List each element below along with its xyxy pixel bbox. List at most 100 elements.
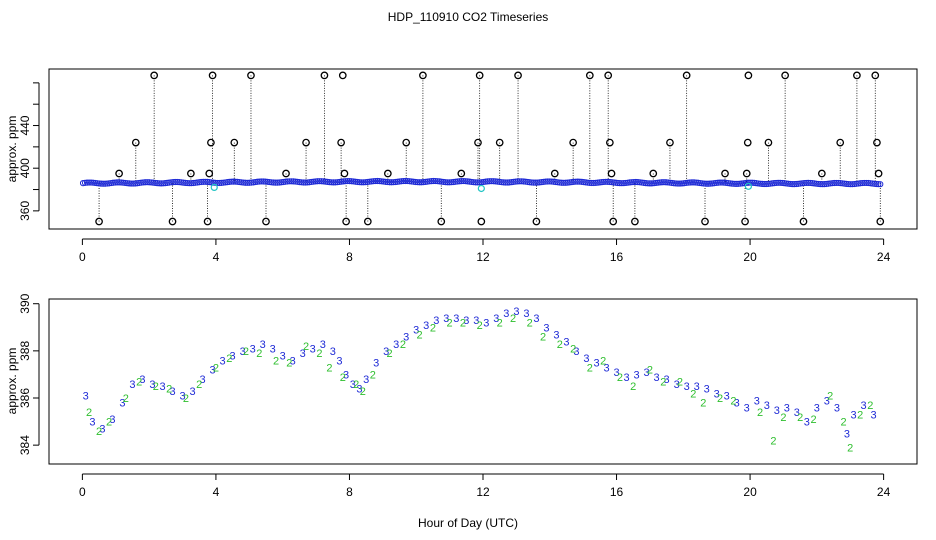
series-2-point: 2: [226, 353, 232, 365]
series-3-point: 3: [373, 358, 379, 370]
outlier-point: [230, 138, 239, 147]
series-3-point: 3: [513, 306, 519, 318]
baseline-point: [486, 178, 493, 185]
series-2-point: 2: [123, 393, 129, 405]
x-tick-label: 4: [213, 250, 220, 264]
baseline-point: [771, 180, 778, 187]
baseline-point: [262, 178, 269, 185]
baseline-point: [432, 177, 439, 185]
baseline-point: [444, 179, 451, 186]
baseline-point: [218, 179, 225, 186]
series-3-point: 3: [824, 395, 830, 407]
series-3-point: 3: [119, 398, 125, 410]
baseline-point: [318, 178, 325, 185]
baseline-point: [140, 179, 147, 186]
baseline-point: [198, 178, 205, 186]
series-3-point: 3: [473, 315, 479, 327]
outlier-point: [514, 71, 522, 80]
baseline-point: [859, 179, 866, 187]
series-2-point: 2: [770, 435, 776, 447]
baseline-point: [526, 179, 533, 186]
baseline-point: [146, 179, 153, 186]
series-2-point: 2: [557, 339, 563, 351]
baseline-point: [268, 179, 275, 186]
baseline-point: [775, 179, 782, 186]
baseline-point: [376, 178, 383, 185]
baseline-point: [787, 180, 794, 188]
baseline-point: [676, 180, 684, 187]
baseline-point: [670, 180, 678, 187]
baseline-point: [256, 178, 263, 185]
series-2-point: 2: [587, 362, 593, 374]
baseline-point: [346, 177, 353, 185]
baseline-point: [506, 179, 513, 186]
baseline-point: [829, 180, 836, 187]
baseline-point: [446, 179, 453, 186]
series-2-point: 2: [677, 377, 683, 389]
baseline-point: [426, 178, 433, 185]
series-3-point: 3: [603, 362, 609, 374]
baseline-point: [672, 180, 680, 187]
baseline-point: [414, 179, 421, 186]
baseline-point: [728, 180, 736, 187]
baseline-point: [584, 179, 591, 186]
series-3-point: 3: [443, 313, 449, 325]
baseline-point: [484, 178, 491, 185]
series-3-point: 3: [363, 374, 369, 386]
outlier-point: [282, 169, 290, 178]
outlier-point: [437, 217, 446, 226]
outlier-point: [649, 169, 658, 178]
series-3-point: 3: [744, 402, 750, 414]
series-3-point: 3: [724, 391, 730, 403]
outlier-point: [721, 169, 729, 178]
series-2-point: 2: [570, 344, 576, 356]
baseline-point: [620, 180, 627, 187]
baseline-point: [186, 180, 193, 187]
series-2-point: 2: [273, 355, 279, 367]
outlier-point: [853, 71, 861, 80]
series-2-point: 2: [256, 348, 262, 360]
series-2-point: 2: [386, 348, 392, 360]
baseline-point: [204, 178, 211, 186]
baseline-point: [418, 179, 425, 186]
baseline-point: [773, 179, 780, 187]
baseline-point: [642, 180, 650, 187]
series-2-point: 2: [303, 341, 309, 353]
baseline-point: [748, 179, 756, 186]
baseline-point: [128, 180, 135, 187]
series-3-point: 3: [343, 369, 349, 381]
baseline-point: [116, 179, 123, 186]
series-3-point: 3: [553, 329, 559, 341]
series-3-point: 3: [159, 381, 165, 393]
series-2-point: 2: [630, 381, 636, 393]
baseline-point: [83, 179, 91, 186]
series-2-point: 2: [460, 318, 466, 330]
outlier-point: [187, 169, 195, 178]
baseline-point: [430, 177, 437, 185]
baseline-point: [712, 179, 720, 187]
series-3-point: 3: [270, 344, 276, 356]
baseline-point: [230, 178, 237, 185]
baseline-point: [126, 180, 133, 187]
series-3-point: 3: [300, 348, 306, 360]
series-3-point: 3: [240, 346, 246, 358]
baseline-point: [833, 179, 840, 187]
outlier-point: [495, 138, 504, 147]
baseline-point: [732, 180, 740, 188]
series-2-point: 2: [447, 318, 453, 330]
series-2-point: 2: [360, 386, 366, 398]
plot-frame-bottom: [48, 298, 918, 465]
outlier-point: [799, 217, 808, 226]
series-3-point: 3: [310, 344, 316, 356]
outlier-point: [363, 217, 372, 226]
x-tick-label: 12: [476, 485, 490, 499]
series-2-point: 2: [527, 318, 533, 330]
y-axis-top: 360 400 440: [18, 82, 40, 221]
outlier-point: [95, 217, 103, 226]
baseline-point: [332, 179, 339, 186]
series-2-point: 2: [340, 372, 346, 384]
baseline-point: [765, 180, 772, 187]
baseline-point: [873, 180, 880, 188]
baseline-series: [79, 177, 884, 188]
y-tick-label: 388: [18, 341, 32, 361]
